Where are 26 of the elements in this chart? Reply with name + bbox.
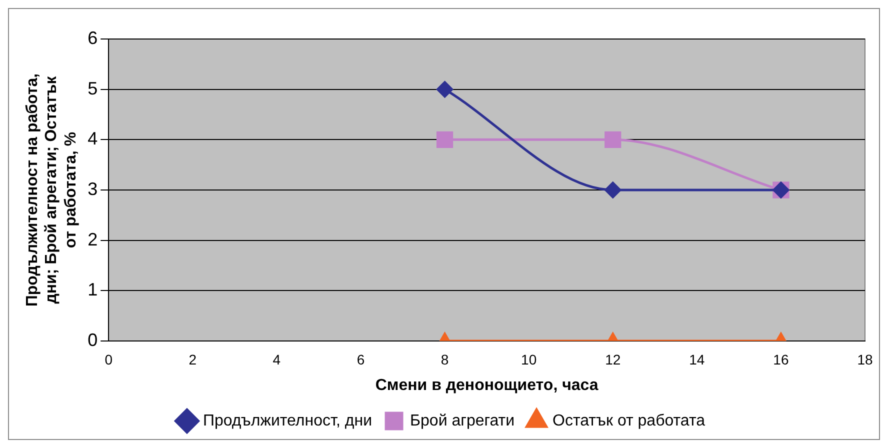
x-axis-title: Смени в денонощието, часа [375,376,598,394]
x-tick-label: 10 [521,351,537,368]
y-tick-label: 6 [88,28,98,48]
y-axis-title: Продължителност на работа, дни; Брой агрегати; Остатък от работата, % [24,73,80,307]
point [604,131,622,148]
x-tick-label: 12 [605,351,621,368]
y-tick-label: 2 [88,229,98,250]
x-tick-label: 8 [440,351,449,368]
legend-label: Брой агрегати [410,412,515,430]
y-tick-label: 1 [88,280,98,300]
x-tick-label: 6 [356,351,365,368]
x-tick-label: 18 [857,351,873,368]
legend-label: Продължителност, дни [202,412,372,430]
x-tick-label: 14 [689,351,705,368]
y-tick-label: 4 [88,128,98,149]
y-tick-label: 0 [88,330,98,350]
x-tick-label: 0 [104,351,113,368]
point [436,81,454,98]
legend-label: Остатък от работата [552,412,706,430]
point [436,131,454,148]
x-tick-label: 16 [773,351,789,368]
x-tick-label: 4 [272,351,281,368]
y-tick-label: 5 [88,78,98,98]
y-tick-label: 3 [88,178,98,199]
x-tick-label: 2 [188,351,197,368]
point [604,182,622,198]
